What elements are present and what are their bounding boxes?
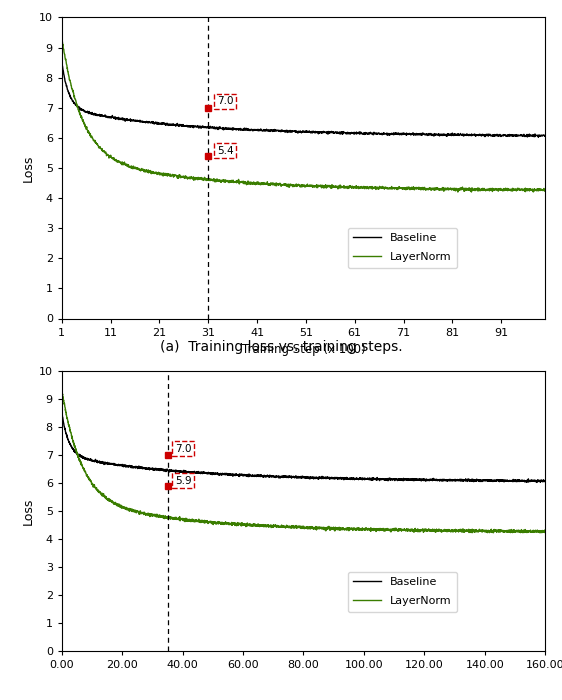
Text: (a)  Training loss vs. training steps.: (a) Training loss vs. training steps. <box>160 340 402 354</box>
Baseline <box>528 132 534 140</box>
Baseline <box>58 58 65 66</box>
Baseline <box>439 130 446 139</box>
Baseline <box>533 478 540 486</box>
Baseline <box>542 132 549 140</box>
Legend: Baseline, LayerNorm: Baseline, LayerNorm <box>348 572 457 612</box>
LayerNorm <box>481 526 487 534</box>
Baseline <box>83 108 90 116</box>
Line: LayerNorm: LayerNorm <box>62 39 545 192</box>
Text: 7.0: 7.0 <box>175 444 192 454</box>
X-axis label: Training Step (x 100): Training Step (x 100) <box>242 343 365 356</box>
LayerNorm <box>281 180 288 188</box>
Text: 5.4: 5.4 <box>217 146 234 155</box>
Baseline <box>142 465 149 473</box>
Baseline <box>528 131 534 139</box>
Line: Baseline: Baseline <box>62 413 545 482</box>
Line: Baseline: Baseline <box>62 62 545 137</box>
Baseline <box>114 461 120 469</box>
LayerNorm <box>244 519 251 527</box>
Baseline <box>280 127 287 135</box>
LayerNorm <box>528 186 534 194</box>
LayerNorm <box>58 386 65 395</box>
Baseline <box>244 472 251 480</box>
Baseline <box>58 409 65 417</box>
LayerNorm <box>83 122 90 131</box>
Baseline <box>532 476 539 484</box>
Y-axis label: Loss: Loss <box>21 154 35 182</box>
Y-axis label: Loss: Loss <box>21 497 35 525</box>
LayerNorm <box>533 528 540 536</box>
LayerNorm <box>114 500 120 509</box>
LayerNorm <box>542 528 549 537</box>
Baseline <box>480 476 487 484</box>
Baseline <box>265 472 271 480</box>
LayerNorm <box>58 35 65 43</box>
LayerNorm <box>58 387 65 395</box>
LayerNorm <box>439 186 446 195</box>
Baseline <box>293 127 300 135</box>
LayerNorm <box>265 522 271 530</box>
LayerNorm <box>142 510 149 519</box>
Baseline <box>535 133 542 141</box>
LayerNorm <box>490 528 497 537</box>
LayerNorm <box>528 186 535 194</box>
Line: LayerNorm: LayerNorm <box>62 391 545 533</box>
LayerNorm <box>58 35 65 43</box>
Text: 7.0: 7.0 <box>217 96 234 106</box>
LayerNorm <box>455 188 461 196</box>
Text: 5.9: 5.9 <box>175 475 192 486</box>
LayerNorm <box>542 186 549 194</box>
LayerNorm <box>294 182 301 190</box>
Legend: Baseline, LayerNorm: Baseline, LayerNorm <box>348 228 457 268</box>
Baseline <box>542 477 549 485</box>
